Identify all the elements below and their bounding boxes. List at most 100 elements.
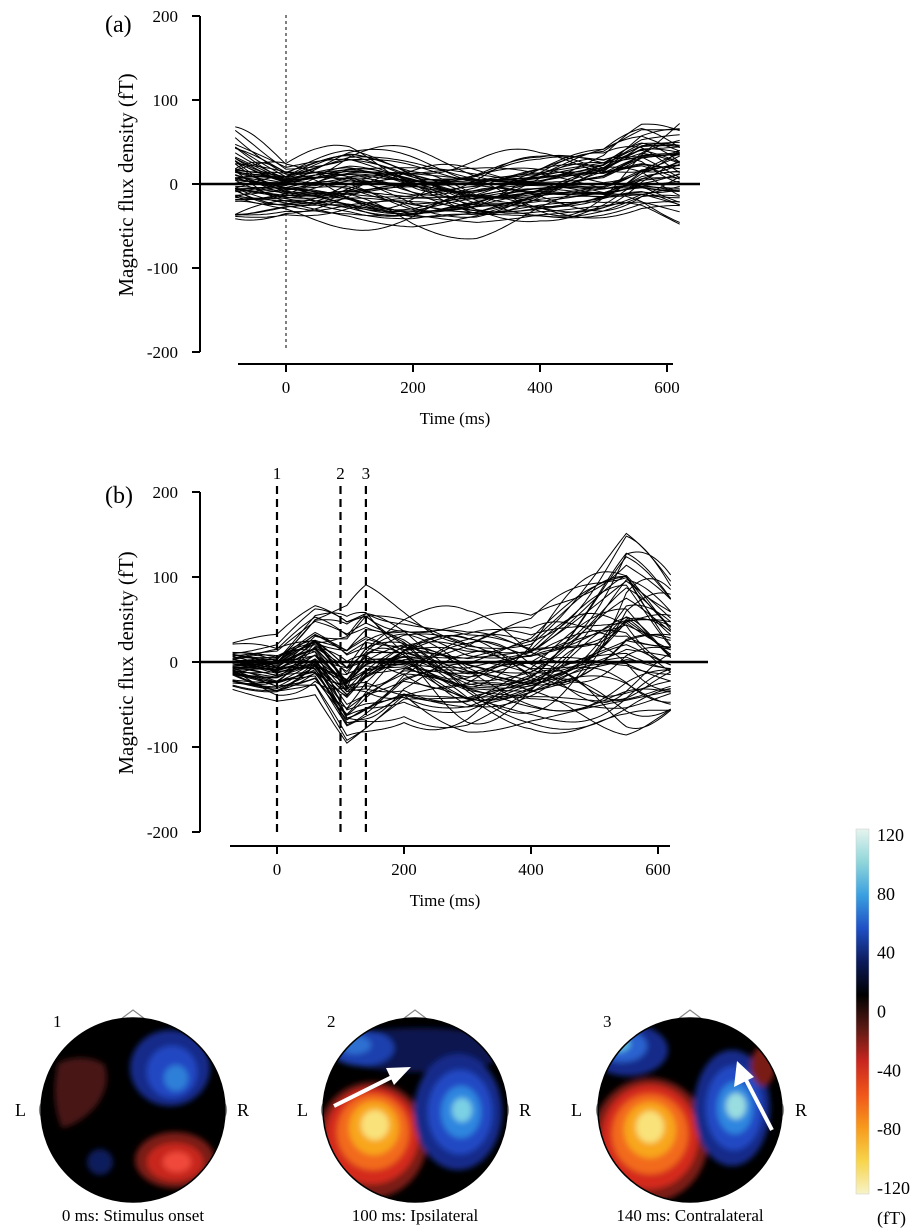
marker-label-1: 1	[273, 464, 282, 483]
topomap-3: 3 L R	[571, 1009, 807, 1225]
topomap-1-blob-small-blue	[87, 1149, 113, 1175]
panel-b-x-ticks: 0 200 400 600	[273, 846, 671, 879]
topomap-3-caption: 140 ms: Contralateral	[616, 1206, 764, 1225]
trace-line	[235, 142, 680, 215]
colorbar-tick-label: 120	[877, 825, 904, 845]
trace-line	[232, 535, 672, 688]
colorbar-unit: (fT)	[877, 1208, 906, 1229]
y-tick-label: 0	[170, 653, 179, 672]
trace-line	[234, 165, 680, 206]
y-tick-label: -100	[147, 738, 178, 757]
trace-line	[232, 672, 671, 727]
panel-a: (a) 200 100 0 -100 -200 0 200 400 600 Magnetic …	[105, 7, 700, 428]
trace-line	[232, 659, 671, 729]
x-tick-label: 200	[400, 378, 426, 397]
marker-label-3: 3	[362, 464, 371, 483]
trace-line	[232, 579, 672, 692]
colorbar-tick-label: -40	[877, 1060, 901, 1080]
panel-b-ylabel: Magnetic flux density (fT)	[114, 551, 138, 774]
trace-line	[232, 675, 671, 721]
topomap-1-field	[41, 1018, 225, 1202]
trace-line	[235, 142, 680, 198]
topomap-3-index: 3	[603, 1012, 612, 1031]
trace-line	[235, 152, 680, 218]
trace-line	[232, 643, 671, 725]
trace-line	[235, 144, 680, 193]
topomap-3-arrow-head	[734, 1061, 754, 1087]
topomap-1-blob-left	[54, 1057, 107, 1128]
y-tick-label: -200	[147, 343, 178, 362]
topomap-3-outline	[597, 1017, 783, 1203]
y-tick-label: 0	[170, 175, 179, 194]
trace-line	[235, 187, 680, 228]
topomap-2-arrow-head	[386, 1067, 411, 1085]
trace-line	[232, 611, 671, 680]
trace-line	[235, 170, 680, 214]
topomap-2: 2 L R 100 ms: I	[297, 1009, 531, 1225]
trace-line	[232, 633, 671, 697]
topomap-3-field	[598, 1018, 782, 1202]
topomap-2-blob-blue-core	[452, 1098, 472, 1122]
y-tick-label: -200	[147, 823, 178, 842]
topomap-2-index: 2	[327, 1012, 336, 1031]
panel-a-x-ticks: 0 200 400 600	[282, 364, 680, 397]
topomap-1-nose	[120, 1009, 146, 1020]
topomap-3-nose	[677, 1009, 703, 1020]
panel-a-ylabel: Magnetic flux density (fT)	[114, 73, 138, 296]
trace-line	[232, 564, 672, 655]
panel-a-traces	[234, 123, 681, 240]
topomap-2-field	[323, 1018, 507, 1202]
trace-line	[232, 617, 671, 719]
colorbar: 120 80 40 0 -40 -80 -120 (fT)	[855, 825, 910, 1229]
trace-line	[235, 186, 680, 218]
topomap-1-index: 1	[53, 1012, 62, 1031]
trace-line	[232, 640, 671, 709]
panel-a-label: (a)	[105, 12, 132, 38]
y-tick-label: 100	[153, 568, 179, 587]
topomap-1-outline	[40, 1017, 226, 1203]
trace-line	[232, 654, 671, 733]
trace-line	[232, 669, 672, 737]
trace-line	[235, 148, 680, 183]
topomap-3-arrow-shaft	[744, 1079, 774, 1131]
topomap-1-blob-blue-core	[164, 1065, 188, 1091]
trace-line	[232, 587, 672, 697]
marker-label-2: 2	[336, 464, 345, 483]
y-tick-label: 100	[153, 91, 179, 110]
x-tick-label: 400	[527, 378, 553, 397]
topomap-2-right-label: R	[519, 1100, 531, 1120]
trace-line	[232, 551, 672, 659]
panel-b-xlabel: Time (ms)	[410, 891, 481, 910]
x-tick-label: 600	[654, 378, 680, 397]
topomap-1-caption: 0 ms: Stimulus onset	[62, 1206, 204, 1225]
x-tick-label: 200	[391, 860, 417, 879]
topomap-3-right-label: R	[795, 1100, 807, 1120]
topomap-3-blob-cyan-core	[726, 1093, 746, 1119]
topomap-1-blob-red-core	[163, 1152, 191, 1172]
trace-line	[232, 574, 672, 693]
topomap-3-blob-upper-left	[598, 1030, 647, 1062]
y-tick-label: 200	[153, 483, 179, 502]
colorbar-ticks: 120 80 40 0 -40 -80 -120	[877, 825, 910, 1198]
topomap-1-left-label: L	[15, 1100, 26, 1120]
x-tick-label: 0	[282, 378, 291, 397]
trace-line	[232, 605, 671, 650]
trace-line	[235, 171, 680, 223]
trace-line	[232, 662, 671, 744]
topomap-2-blob-yellow	[361, 1110, 389, 1140]
topomap-1-right-label: R	[237, 1100, 249, 1120]
colorbar-tick-label: 80	[877, 884, 895, 904]
panel-b-y-ticks: 200 100 0 -100 -200	[147, 483, 200, 842]
colorbar-tick-label: 0	[877, 1002, 886, 1022]
panel-b-label: (b)	[105, 483, 133, 509]
topomap-2-arrow-shaft	[333, 1073, 397, 1108]
trace-line	[235, 160, 680, 215]
trace-line	[235, 150, 681, 189]
topomap-2-nose	[402, 1009, 428, 1020]
trace-line	[232, 646, 671, 721]
topomap-1: 1 L R 0 ms: Stimulus onset	[15, 1009, 249, 1225]
y-tick-label: 200	[153, 7, 179, 26]
x-tick-label: 400	[518, 860, 544, 879]
panel-b-traces	[232, 532, 672, 744]
